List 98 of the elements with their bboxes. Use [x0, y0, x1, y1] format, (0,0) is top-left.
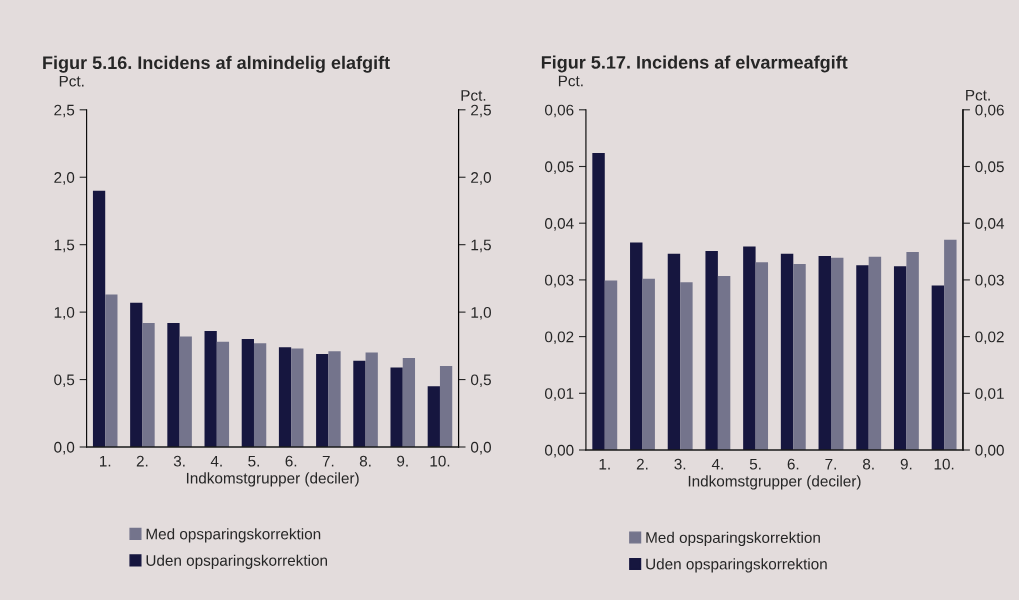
- x-tick-label: 2.: [136, 455, 148, 467]
- bar: [680, 282, 693, 450]
- y2-tick-label: 0,01: [975, 388, 1004, 401]
- x-tick-label: 6.: [787, 458, 799, 470]
- x-tick-label: 7.: [322, 455, 334, 467]
- legend-label: Med opsparingskorrektion: [146, 528, 321, 543]
- bar: [204, 331, 217, 447]
- y-axis-title: Pct.: [59, 75, 84, 87]
- bar: [630, 242, 643, 450]
- bar: [167, 322, 180, 447]
- bar: [390, 367, 403, 447]
- bar: [278, 347, 292, 447]
- y2-tick-label: 1,0: [471, 306, 491, 320]
- y2-axis-title: Pct.: [461, 90, 486, 101]
- bar: [830, 257, 844, 450]
- y-tick-label: 0,06: [544, 104, 574, 118]
- y2-tick-label: 0,04: [975, 218, 1005, 231]
- x-tick-label: 2.: [636, 458, 648, 470]
- x-tick-label: 3.: [674, 458, 686, 470]
- y2-tick-label: 0,00: [975, 444, 1004, 458]
- y2-tick-label: 0,05: [975, 161, 1004, 174]
- x-axis-title: Indkomstgrupper (deciler): [688, 475, 861, 490]
- y2-tick-label: 2,0: [471, 172, 491, 185]
- x-tick-label: 5.: [749, 458, 761, 470]
- x-tick-label: 10.: [934, 458, 954, 470]
- bar: [365, 352, 378, 447]
- legend-label: Uden opsparingskorrektion: [146, 554, 327, 569]
- y-tick-label: 0,01: [544, 388, 574, 401]
- y-tick-label: 0,05: [544, 161, 574, 174]
- bar: [793, 264, 806, 450]
- legend-label: Med opsparingskorrektion: [646, 531, 820, 547]
- bar: [893, 266, 907, 450]
- bar: [780, 253, 794, 450]
- bar: [105, 294, 118, 447]
- x-tick-label: 1.: [599, 458, 610, 470]
- bar: [179, 336, 192, 447]
- y2-tick-label: 0,06: [975, 104, 1004, 118]
- x-tick-label: 5.: [248, 455, 259, 467]
- y-tick-label: 0,5: [54, 374, 75, 388]
- bar: [427, 386, 440, 447]
- y-tick-label: 0,0: [54, 441, 75, 455]
- bar: [931, 285, 945, 450]
- bar: [604, 280, 618, 450]
- y-tick-label: 2,0: [54, 172, 75, 185]
- y-tick-label: 1,0: [54, 306, 75, 320]
- x-axis-title: Indkomstgrupper (deciler): [186, 472, 359, 487]
- y-tick-label: 0,02: [544, 331, 574, 345]
- x-tick-label: 3.: [173, 455, 185, 467]
- x-tick-label: 4.: [711, 458, 723, 470]
- y-tick-label: 0,04: [544, 218, 574, 231]
- y2-tick-label: 0,02: [975, 331, 1004, 345]
- bar: [592, 152, 605, 450]
- bar: [642, 278, 655, 450]
- bar: [856, 265, 869, 450]
- bar: [241, 339, 254, 447]
- bar: [743, 246, 756, 450]
- bar: [291, 348, 304, 447]
- y2-tick-label: 2,5: [471, 104, 491, 118]
- bar: [944, 239, 957, 450]
- x-tick-label: 6.: [285, 455, 297, 467]
- x-tick-label: 4.: [210, 455, 222, 467]
- y-tick-label: 1,5: [54, 239, 75, 253]
- bar: [402, 357, 416, 447]
- x-tick-label: 10.: [430, 455, 450, 467]
- bar: [253, 343, 267, 447]
- bar: [130, 302, 143, 447]
- y-tick-label: 0,03: [544, 274, 574, 288]
- chart-title: Figur 5.17. Incidens af elvarmeafgift: [541, 55, 848, 73]
- bar: [92, 190, 106, 447]
- y2-axis-title: Pct.: [966, 89, 990, 101]
- bar: [667, 253, 681, 450]
- bar: [353, 360, 366, 447]
- x-tick-label: 7.: [825, 458, 836, 470]
- bar: [328, 351, 341, 447]
- chart-title: Figur 5.16. Incidens af almindelig elafgift: [43, 55, 390, 73]
- y2-tick-label: 0,0: [470, 441, 491, 455]
- y2-tick-label: 0,5: [470, 374, 491, 388]
- x-tick-label: 9.: [397, 455, 408, 467]
- bar: [142, 322, 155, 447]
- y-tick-label: 0,00: [544, 444, 574, 458]
- y-axis-title: Pct.: [558, 75, 583, 87]
- bar: [216, 341, 230, 447]
- bar: [818, 256, 831, 450]
- x-tick-label: 1.: [100, 455, 111, 467]
- bar: [868, 256, 882, 450]
- bar: [705, 250, 718, 450]
- bar: [316, 353, 329, 447]
- x-tick-label: 8.: [862, 458, 874, 470]
- bar: [906, 252, 919, 450]
- x-tick-label: 9.: [900, 458, 912, 470]
- bar: [717, 275, 731, 450]
- y-tick-label: 2,5: [54, 104, 75, 118]
- legend-label: Uden opsparingskorrektion: [646, 558, 827, 573]
- y2-tick-label: 0,03: [975, 274, 1004, 288]
- bar: [439, 366, 453, 447]
- y2-tick-label: 1,5: [471, 239, 491, 253]
- bar: [755, 262, 769, 450]
- x-tick-label: 8.: [359, 455, 371, 467]
